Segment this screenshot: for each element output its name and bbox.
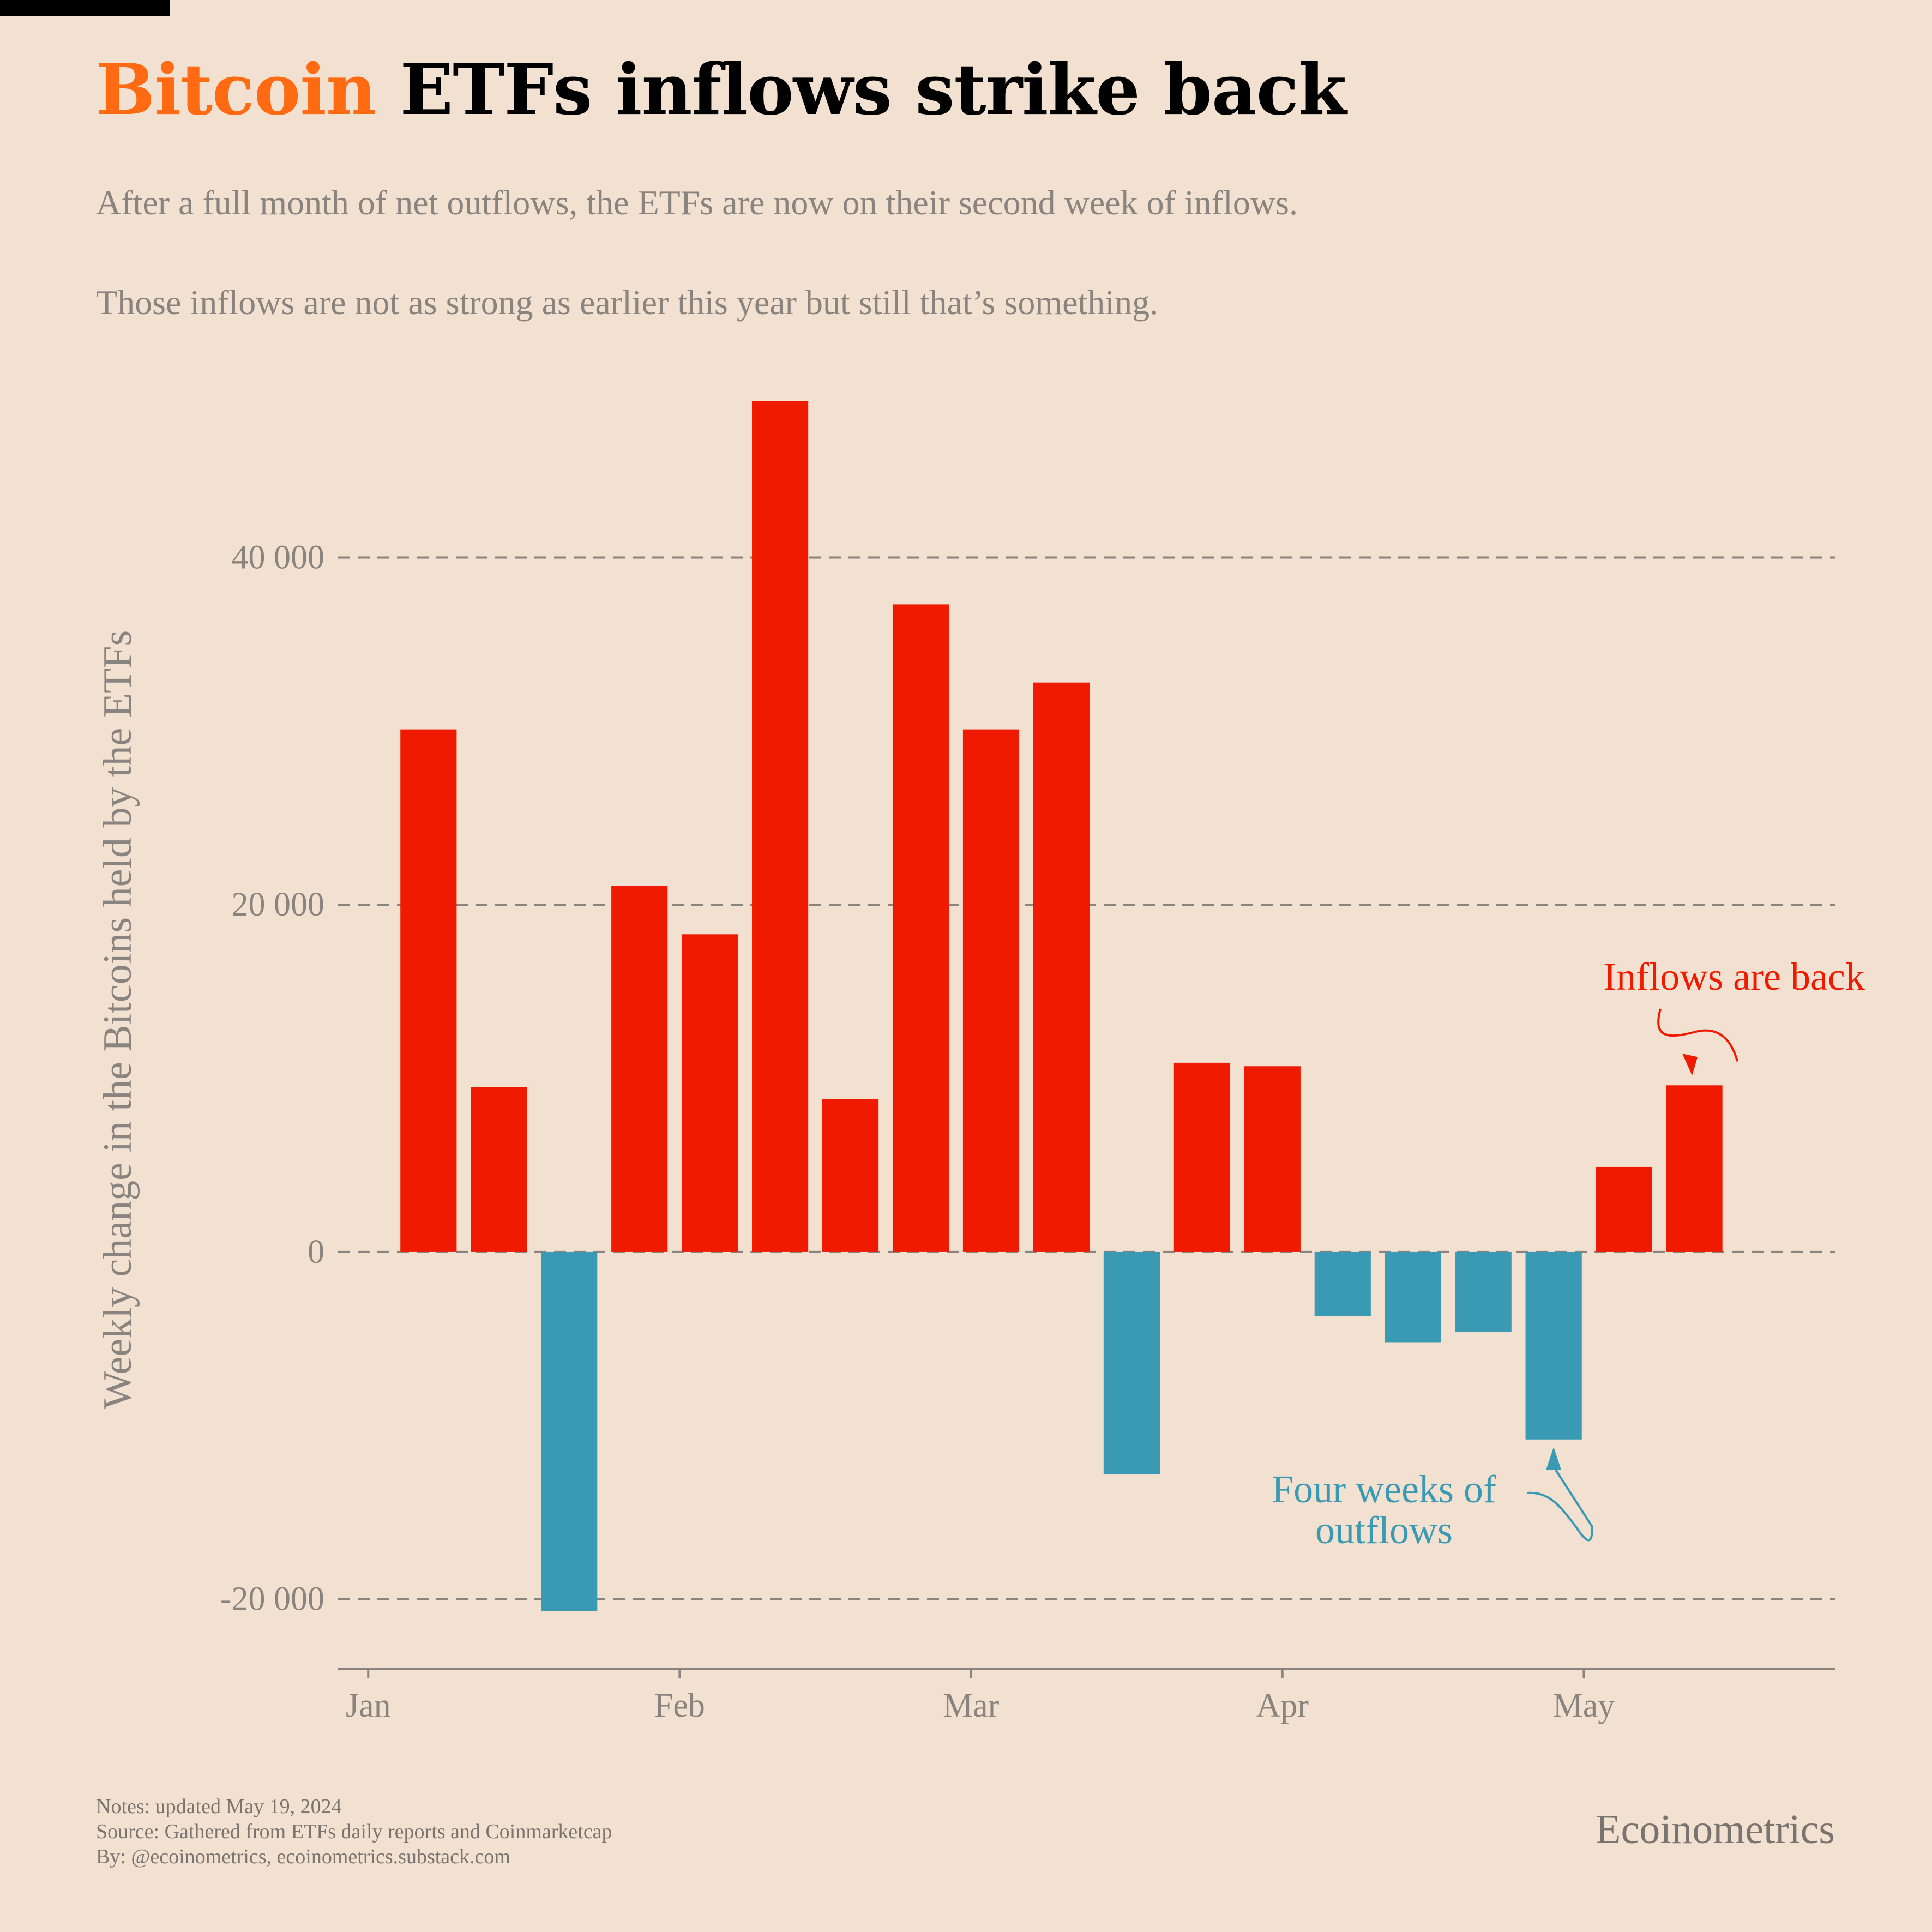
inflow-bar [822, 1099, 879, 1252]
inflow-bar [892, 604, 949, 1252]
inflow-bar [400, 729, 457, 1252]
inflow-bar [471, 1087, 527, 1252]
grid-layer: -20 000 0 20 000 40 000 [220, 539, 1835, 1618]
inflows-annotation-text: Inflows are back [1603, 955, 1865, 998]
inflow-bar [1033, 682, 1090, 1252]
notes-source: Source: Gathered from ETFs daily reports… [96, 1820, 612, 1843]
x-tick-label: May [1553, 1687, 1615, 1724]
notes-byline: By: @ecoinometrics, ecoinometrics.substa… [96, 1845, 510, 1868]
brand-logo-text: Ecoinometrics [1596, 1807, 1835, 1852]
inflow-bar [1173, 1062, 1230, 1252]
outflow-bar [1455, 1251, 1512, 1332]
outflow-bar [1385, 1251, 1441, 1343]
footer-notes: Notes: updated May 19, 2024 Source: Gath… [96, 1794, 612, 1869]
outflows-arrowhead-icon [1546, 1447, 1562, 1470]
outflows-annotation-text-line-1: Four weeks of [1272, 1467, 1496, 1511]
outflow-bar [1103, 1251, 1160, 1474]
inflow-bar [1596, 1166, 1652, 1252]
inflow-bar [962, 729, 1020, 1252]
inflows-annotation: Inflows are back [1603, 955, 1865, 1076]
title-accent-word: Bitcoin [96, 49, 377, 131]
outflow-bar [1525, 1251, 1582, 1440]
corner-accent-bar [0, 0, 170, 16]
inflows-annotation-arrow [1657, 1008, 1738, 1062]
x-tick-label: Mar [943, 1687, 1000, 1724]
outflows-annotation-text-line-2: outflows [1315, 1508, 1453, 1552]
notes-updated: Notes: updated May 19, 2024 [96, 1795, 342, 1818]
outflows-annotation-arrow [1526, 1466, 1594, 1542]
inflow-bar [752, 401, 809, 1252]
subtitle-line-1: After a full month of net outflows, the … [96, 183, 1298, 222]
y-axis-label: Weekly change in the Bitcoins held by th… [95, 630, 140, 1410]
inflows-arrowhead-icon [1682, 1054, 1698, 1076]
inflow-bar [682, 934, 738, 1252]
subtitle-line-2: Those inflows are not as strong as earli… [96, 283, 1159, 322]
inflow-bar [1244, 1066, 1301, 1252]
x-tick-label: Feb [654, 1687, 705, 1724]
title-rest: ETFs inflows strike back [376, 49, 1347, 131]
outflow-bar [541, 1251, 598, 1611]
y-tick-label: 20 000 [232, 886, 325, 923]
outflows-annotation: Four weeks of outflows [1272, 1447, 1594, 1552]
chart-title: Bitcoin ETFs inflows strike back [96, 49, 1346, 131]
bars-layer [400, 401, 1723, 1611]
inflow-bar [1666, 1085, 1723, 1252]
axis-layer: Jan Feb Mar Apr May [338, 1668, 1835, 1724]
y-tick-label: 0 [308, 1233, 324, 1271]
y-tick-label: 40 000 [232, 539, 325, 576]
y-tick-label: -20 000 [220, 1581, 324, 1618]
outflow-bar [1314, 1251, 1371, 1316]
x-tick-label: Jan [346, 1687, 391, 1724]
x-tick-label: Apr [1256, 1687, 1309, 1724]
inflow-bar [611, 886, 668, 1252]
